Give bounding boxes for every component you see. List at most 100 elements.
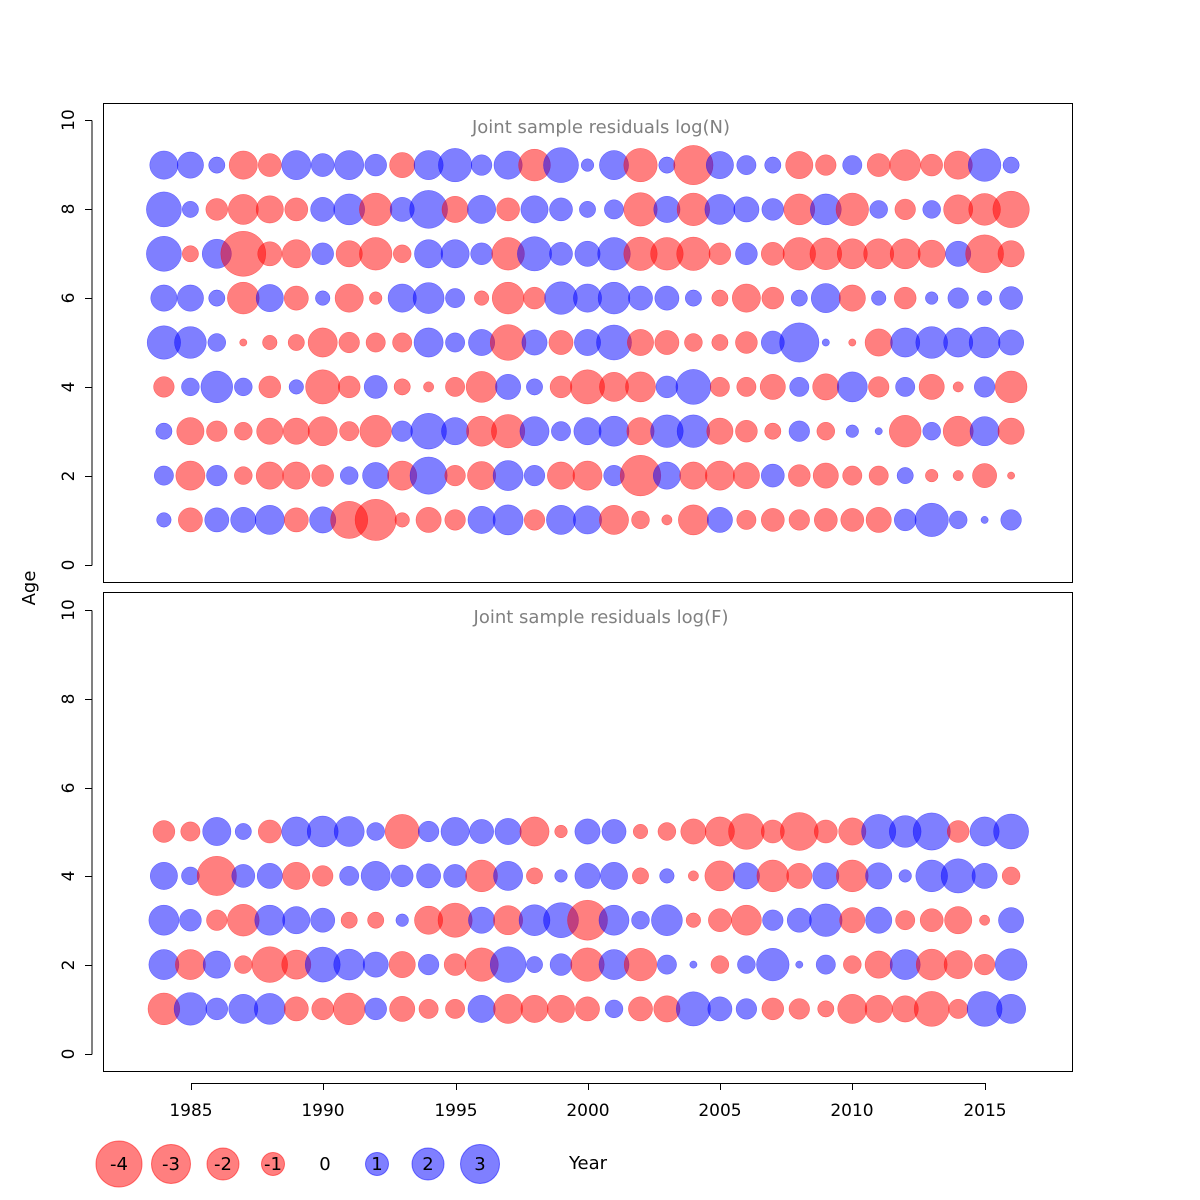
bubble-2011-age3 (865, 906, 893, 934)
bubble-1992-age2 (362, 462, 390, 490)
bubble-2010-age2 (842, 465, 863, 486)
bubble-1995-age8 (441, 195, 469, 223)
bubble-2003-age2 (652, 461, 681, 490)
bubble-1985-age6 (176, 284, 204, 312)
bubble-2013-age2 (925, 469, 939, 483)
bubble-2016-age6 (999, 286, 1023, 310)
bubble-1985-age1 (178, 507, 203, 533)
bubble-2015-age4 (974, 376, 996, 398)
bubble-2006-age4 (732, 862, 760, 890)
bubble-2009-age3 (809, 903, 843, 937)
legend-bubble-2 (411, 1147, 445, 1181)
y-axis-title: Age (19, 571, 40, 606)
bubble-2011-age2 (864, 950, 893, 979)
bubble-1993-age9 (389, 152, 416, 179)
legend-label: 2 (422, 1154, 433, 1175)
legend-bubble-neg3 (151, 1144, 191, 1184)
bubble-2007-age7 (761, 242, 785, 266)
bubble-2005-age1 (707, 507, 733, 533)
bubble-2013-age5 (915, 326, 948, 359)
y-tick-label: 4 (59, 382, 79, 393)
bubble-1988-age4 (258, 375, 282, 399)
bubble-1984-age4 (149, 861, 178, 890)
bubble-2015-age3 (979, 914, 991, 926)
bubble-1989-age4 (282, 861, 311, 890)
bubble-1993-age5 (384, 814, 420, 849)
bubble-2009-age2 (815, 954, 836, 975)
bubble-1992-age3 (359, 415, 392, 448)
bubble-1997-age1 (493, 994, 523, 1024)
bubble-1987-age6 (227, 281, 260, 315)
bubble-1986-age2 (206, 465, 228, 487)
bubble-1986-age8 (205, 198, 229, 221)
bubble-1993-age3 (391, 420, 413, 442)
bubble-2006-age9 (736, 155, 757, 176)
bubble-2016-age2 (1007, 471, 1015, 480)
bubble-1995-age9 (438, 148, 473, 183)
bubble-2007-age4 (759, 374, 786, 400)
x-tick-label: 2015 (963, 1101, 1006, 1121)
y-tick-label: 2 (59, 960, 79, 971)
bubble-1989-age5 (287, 334, 305, 351)
bubble-1992-age9 (364, 153, 387, 177)
bubble-2005-age9 (705, 151, 734, 180)
bubble-2000-age9 (580, 158, 595, 172)
x-axis: 1985 1990 1995 2000 2005 2010 2015 (169, 1083, 1007, 1121)
bubble-2000-age1 (573, 505, 602, 535)
bubble-2000-age8 (579, 200, 596, 218)
bubble-1992-age4 (360, 861, 391, 891)
bubble-1996-age5 (469, 819, 494, 844)
bubble-1990-age5 (307, 327, 338, 358)
bubble-2001-age5 (601, 819, 627, 844)
bubble-2015-age1 (980, 516, 989, 524)
bubble-1997-age6 (491, 281, 525, 315)
bubble-1985-age2 (175, 460, 206, 491)
bubble-2002-age5 (632, 823, 649, 840)
bubble-1996-age6 (474, 290, 490, 306)
legend-bubble-3 (460, 1144, 500, 1184)
bubble-2004-age3 (676, 414, 710, 448)
bubble-1986-age9 (208, 156, 226, 174)
bubble-1994-age3 (410, 413, 447, 450)
bubble-2003-age8 (653, 195, 681, 223)
bubble-2009-age3 (816, 422, 835, 441)
bubbles-top-panel (146, 145, 1030, 541)
bubble-1997-age4 (493, 861, 523, 891)
bubble-2016-age7 (997, 240, 1025, 268)
bubble-1984-age3 (155, 422, 173, 440)
y-tick-label: 10 (59, 109, 79, 131)
bubble-2002-age3 (631, 911, 650, 930)
bubble-2016-age1 (1000, 509, 1022, 531)
bubble-2002-age6 (628, 285, 653, 311)
bubble-2014-age3 (942, 415, 974, 447)
bubble-1987-age8 (227, 194, 259, 225)
bubble-2016-age4 (1001, 866, 1021, 886)
bubble-1990-age9 (310, 153, 335, 177)
bubble-1998-age1 (523, 509, 546, 531)
bubble-2006-age8 (733, 196, 760, 223)
bubble-1993-age4 (390, 864, 414, 888)
bubble-1986-age1 (204, 507, 230, 533)
bubble-1993-age4 (393, 378, 411, 396)
bubble-1998-age4 (526, 867, 543, 885)
bubble-2001-age8 (604, 199, 624, 220)
bubble-2013-age8 (922, 200, 941, 219)
bubble-2010-age5 (848, 338, 857, 347)
bubble-1992-age4 (363, 375, 388, 399)
bubble-2011-age8 (869, 200, 888, 219)
bubble-1987-age5 (234, 823, 252, 840)
bubble-2006-age2 (732, 462, 760, 490)
bubble-1996-age4 (465, 859, 498, 893)
bubble-1995-age5 (445, 332, 466, 353)
bubble-2005-age3 (706, 417, 734, 445)
bubble-1994-age4 (416, 863, 441, 889)
bubble-2007-age9 (764, 156, 782, 174)
bubble-2003-age4 (659, 868, 675, 884)
x-tick-label: 1990 (301, 1101, 344, 1121)
bubble-2011-age4 (865, 862, 893, 890)
bubble-2006-age3 (731, 904, 762, 936)
bubble-2005-age4 (709, 376, 730, 397)
bubble-1996-age7 (470, 242, 493, 266)
bubble-1986-age5 (202, 817, 232, 846)
bubble-1987-age1 (230, 507, 257, 533)
